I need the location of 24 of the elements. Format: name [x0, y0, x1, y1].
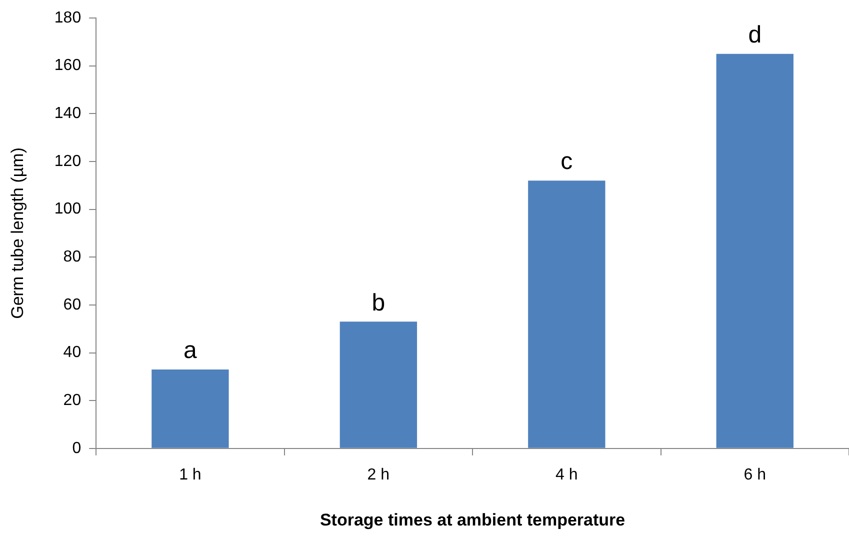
y-tick-label: 120 — [54, 152, 82, 170]
x-tick-label: 6 h — [744, 466, 766, 484]
bar — [528, 180, 606, 448]
y-tick-label: 0 — [72, 440, 82, 457]
bar — [340, 322, 418, 448]
y-tick-label: 100 — [54, 200, 82, 218]
y-tick-label: 40 — [63, 344, 82, 362]
y-tick-label: 160 — [54, 57, 82, 74]
bar — [152, 369, 229, 448]
annotation: d — [748, 21, 762, 48]
y-tick-label: 140 — [54, 105, 82, 122]
x-tick-label: 2 h — [367, 466, 390, 484]
x-axis-title: Storage times at ambient temperature — [320, 510, 626, 530]
x-tick-label: 1 h — [179, 466, 202, 484]
y-tick-label: 20 — [63, 392, 82, 409]
y-tick-label: 60 — [63, 296, 82, 314]
bar — [716, 54, 794, 448]
annotation: c — [560, 148, 573, 176]
y-axis-title: Germ tube length (µm) — [8, 148, 27, 319]
x-tick-label: 4 h — [556, 466, 578, 484]
annotation: a — [184, 337, 198, 364]
y-tick-label: 80 — [63, 248, 82, 266]
annotation: b — [372, 289, 386, 316]
y-tick-label: 180 — [54, 9, 82, 26]
